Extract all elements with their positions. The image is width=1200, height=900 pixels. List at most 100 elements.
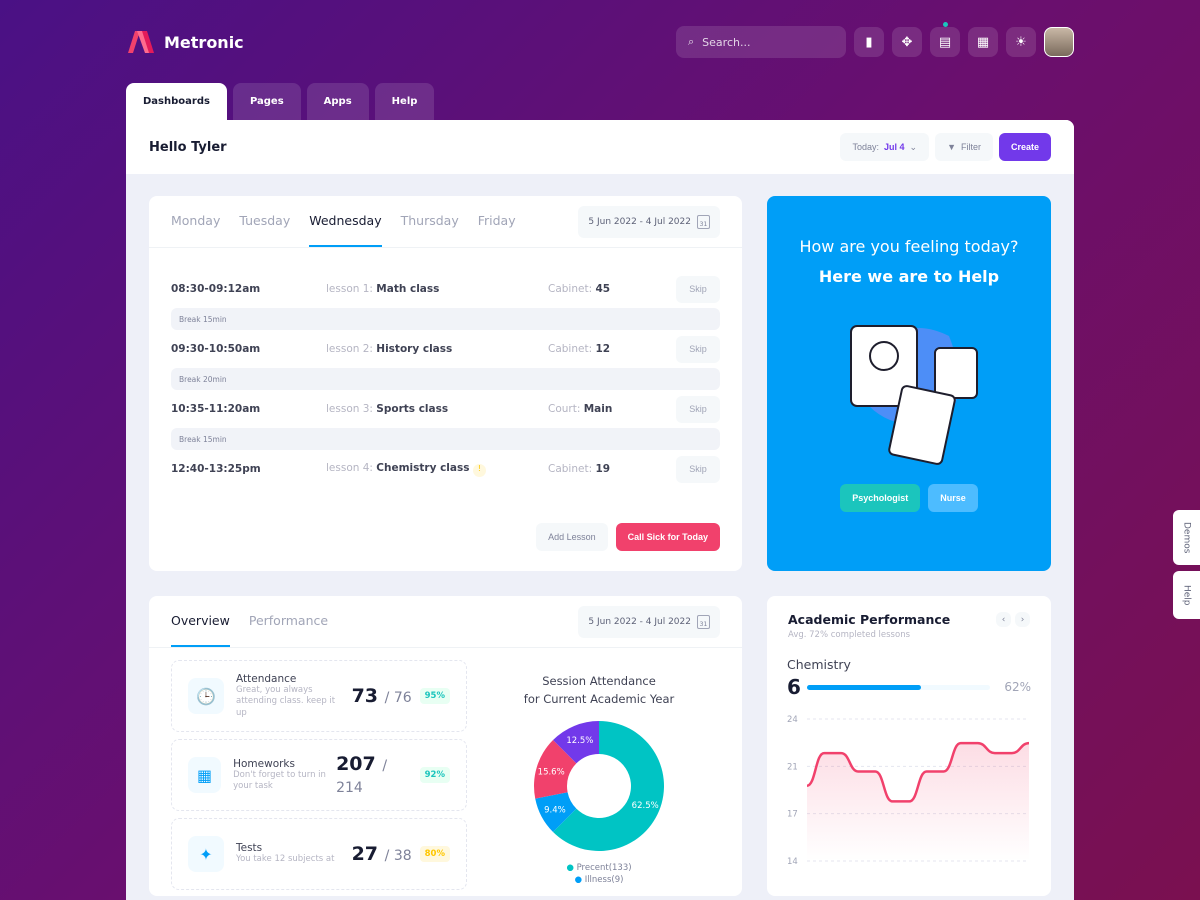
y-tick-label: 21 xyxy=(787,762,798,772)
lesson-time: 10:35-11:20am xyxy=(171,403,261,415)
skip-button[interactable]: Skip xyxy=(676,395,720,423)
lesson-row: 08:30-09:12am lesson 1: Math class Cabinet… xyxy=(149,274,742,304)
date-range-picker[interactable]: 5 Jun 2022 - 4 Jul 2022 31 xyxy=(578,205,720,238)
tab-thursday[interactable]: Thursday xyxy=(400,213,459,228)
create-button[interactable]: Create xyxy=(998,133,1051,161)
filter-label: Filter xyxy=(960,142,981,152)
tab-wednesday[interactable]: Wednesday xyxy=(309,196,382,247)
chat-icon[interactable]: ▤ xyxy=(930,22,960,57)
tab-monday[interactable]: Monday xyxy=(171,213,221,228)
app-name: Metronic xyxy=(164,32,244,52)
stat-card: ▦ Homeworks Don't forget to turn in your t… xyxy=(171,739,467,811)
stat-value: 207 / 214 xyxy=(336,753,388,796)
lesson-place: Cabinet: 19 xyxy=(548,463,676,475)
y-tick-label: 17 xyxy=(787,810,798,820)
page-title: Hello Tyler xyxy=(149,139,227,155)
performance-chart: 24 21 17 14 xyxy=(787,715,1030,867)
slice-label: 12.5% xyxy=(566,736,593,746)
apps-icon[interactable]: ✥ xyxy=(892,27,922,57)
psychologist-button[interactable]: Psychologist xyxy=(840,484,921,512)
tab-dashboards[interactable]: Dashboards xyxy=(126,83,227,120)
tab-pages[interactable]: Pages xyxy=(232,83,301,120)
legend-dot: ● xyxy=(566,863,574,873)
donut-chart: 62.5% 9.4% 15.6% 12.5% xyxy=(534,721,664,851)
stat-number: 207 xyxy=(336,753,376,775)
chevron-right-icon[interactable]: › xyxy=(1015,612,1030,627)
range-text: 5 Jun 2022 - 4 Jul 2022 xyxy=(588,216,691,227)
donut-slice xyxy=(534,740,577,799)
today-label: Today: xyxy=(852,142,879,152)
stat-total: 38 xyxy=(393,848,412,864)
nurse-button[interactable]: Nurse xyxy=(928,484,978,512)
help-card: How are you feeling today? Here we are t… xyxy=(767,196,1051,571)
schedule-card: Monday Tuesday Wednesday Thursday Friday 5 Ju… xyxy=(149,196,742,571)
progress-bar xyxy=(807,684,991,690)
lesson-time: 08:30-09:12am xyxy=(171,283,261,295)
break-label: Break 15min xyxy=(171,428,720,450)
lesson-label: lesson 1: xyxy=(326,283,373,295)
lesson-place: Cabinet: 45 xyxy=(548,283,676,295)
academic-performance-card: Academic Performance ‹ › Avg. 72% complet… xyxy=(767,596,1051,896)
lesson-name: lesson 3: Sports class xyxy=(326,403,548,415)
support-illustration xyxy=(850,325,978,465)
help-side-tab[interactable]: Help xyxy=(1173,571,1200,619)
add-lesson-button[interactable]: Add Lesson xyxy=(536,523,608,551)
tab-friday[interactable]: Friday xyxy=(477,213,516,228)
chevron-left-icon[interactable]: ‹ xyxy=(996,612,1011,627)
series-line xyxy=(806,741,1030,803)
sun-icon[interactable]: ☀ xyxy=(1006,27,1036,57)
legend-dot: ● xyxy=(574,875,582,885)
warning-icon: ! xyxy=(472,463,486,477)
stat-title: Tests xyxy=(236,842,263,855)
lesson-title: Chemistry class xyxy=(376,461,470,474)
range-text: 5 Jun 2022 - 4 Jul 2022 xyxy=(588,616,691,627)
avatar[interactable] xyxy=(1044,27,1074,57)
demos-tab[interactable]: Demos xyxy=(1173,510,1200,565)
stat-title: Homeworks xyxy=(233,757,295,770)
donut-slice xyxy=(553,721,599,764)
tab-overview[interactable]: Overview xyxy=(171,596,230,647)
stat-desc: Great, you always attending class. keep … xyxy=(236,684,336,718)
lesson-title: Sports class xyxy=(376,403,449,415)
tab-help[interactable]: Help xyxy=(374,83,435,120)
stat-value: 27 / 38 xyxy=(351,843,412,865)
legend-label: Illness(9) xyxy=(584,875,624,885)
notification-dot xyxy=(943,22,948,27)
donut-slice xyxy=(553,721,664,851)
place-value: 19 xyxy=(595,463,611,475)
lesson-row: 10:35-11:20am lesson 3: Sports class Court… xyxy=(149,394,742,424)
skip-button[interactable]: Skip xyxy=(676,455,720,483)
stat-total: 214 xyxy=(336,780,363,796)
tab-apps[interactable]: Apps xyxy=(306,83,369,120)
place-value: 12 xyxy=(595,343,611,355)
tab-performance[interactable]: Performance xyxy=(248,613,329,628)
filter-button[interactable]: ▼ Filter xyxy=(935,133,993,161)
logo-icon xyxy=(128,31,154,53)
place-value: 45 xyxy=(595,283,611,295)
stat-card: 🕒 Attendance Great, you always attending c… xyxy=(171,660,467,732)
lesson-time: 09:30-10:50am xyxy=(171,343,261,355)
tab-tuesday[interactable]: Tuesday xyxy=(239,213,291,228)
call-sick-button[interactable]: Call Sick for Today xyxy=(615,523,720,551)
search-placeholder: Search... xyxy=(702,35,751,49)
logo[interactable]: Metronic xyxy=(126,31,244,53)
help-title: How are you feeling today? xyxy=(799,237,1019,256)
y-tick-label: 24 xyxy=(787,715,798,725)
today-value: Jul 4 xyxy=(884,142,905,152)
place-value: Main xyxy=(583,403,613,415)
chart-icon[interactable]: ▮ xyxy=(854,27,884,57)
search-input[interactable]: ⌕ Search... xyxy=(676,26,846,58)
skip-button[interactable]: Skip xyxy=(676,335,720,363)
card-subtitle: Avg. 72% completed lessons xyxy=(788,630,911,640)
date-range-picker[interactable]: 5 Jun 2022 - 4 Jul 2022 31 xyxy=(578,605,720,638)
date-dropdown[interactable]: Today: Jul 4 ⌄ xyxy=(840,133,930,161)
grid-icon: ▦ xyxy=(188,757,222,793)
calendar-icon: 31 xyxy=(697,214,710,229)
lesson-place: Cabinet: 12 xyxy=(548,343,676,355)
chart-title: Session Attendance xyxy=(542,674,656,688)
layout-icon[interactable]: ▦ xyxy=(968,27,998,57)
place-label: Cabinet: xyxy=(548,463,593,475)
skip-button[interactable]: Skip xyxy=(676,275,720,303)
lesson-title: History class xyxy=(376,343,453,355)
lesson-count: 6 xyxy=(787,675,801,699)
